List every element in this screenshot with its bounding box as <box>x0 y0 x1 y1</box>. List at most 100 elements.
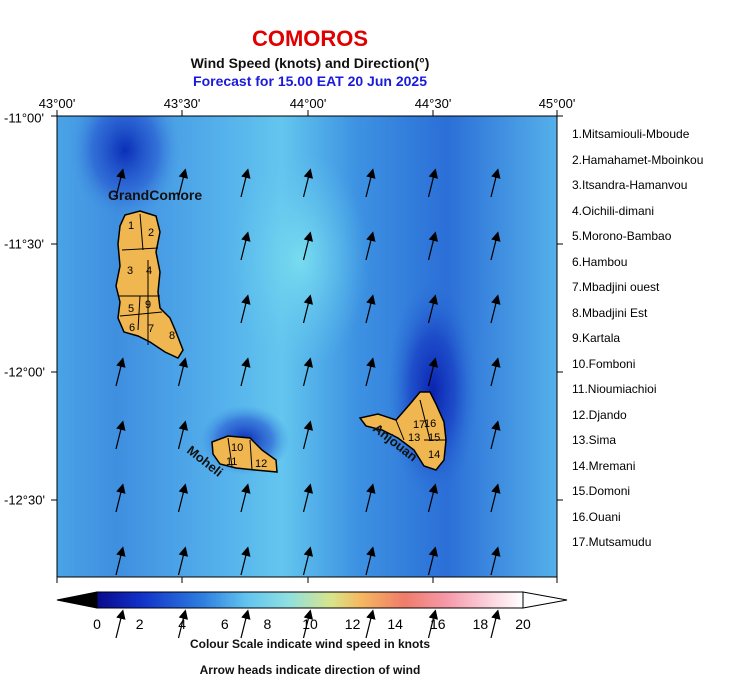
wind-arrow <box>490 546 501 576</box>
wind-arrow <box>115 609 126 639</box>
wind-arrow <box>365 231 376 261</box>
forecast-time: Forecast for 15.00 EAT 20 Jun 2025 <box>193 73 427 89</box>
wind-arrow <box>490 420 501 450</box>
wind-arrow <box>427 357 438 387</box>
lat-tick-label: -12°00' <box>4 364 45 380</box>
lon-tick-label: 43°00' <box>38 96 76 111</box>
wind-arrow <box>240 609 251 639</box>
region-list-item: 1.Mitsamiouli-Mboude <box>572 127 690 141</box>
wind-arrow <box>302 294 313 324</box>
region-list-item: 6.Hambou <box>572 254 628 269</box>
wind-arrow <box>490 357 501 387</box>
region-boundaries <box>119 213 446 471</box>
wind-arrow <box>427 483 438 513</box>
wind-arrow <box>240 168 251 198</box>
region-list-item: 10.Fomboni <box>572 356 636 371</box>
region-list-item: 5.Morono-Bambao <box>572 229 672 243</box>
wind-arrow <box>490 231 501 261</box>
region-list-item: 9.Kartala <box>572 331 621 345</box>
region-list-item: 13.Sima <box>572 433 617 447</box>
region-list-item: 17.Mutsamudu <box>572 535 652 549</box>
colorbar-tick-label: 2 <box>135 616 144 632</box>
colorbar-tick-label: 12 <box>344 616 361 632</box>
grand-comore-island <box>115 210 184 359</box>
map-title: COMOROS <box>251 26 369 51</box>
wind-arrow <box>302 609 313 639</box>
wind-arrow <box>115 483 126 513</box>
region-list-item: 4.Oichili-dimani <box>572 203 655 218</box>
region-list-item: 14.Mremani <box>572 458 636 473</box>
wind-arrow <box>302 420 313 450</box>
wind-arrow <box>365 546 376 576</box>
colorbar-tick-label: 20 <box>515 616 531 632</box>
colorbar-caption: Colour Scale indicate wind speed in knot… <box>189 637 431 651</box>
wind-arrow <box>490 294 501 324</box>
lon-tick-label: 43°30' <box>163 96 201 111</box>
wind-arrow <box>365 483 376 513</box>
wind-arrow <box>177 609 188 639</box>
wind-arrow <box>177 483 188 513</box>
wind-arrow <box>240 546 251 576</box>
wind-arrow <box>302 231 313 261</box>
wind-arrow <box>177 168 188 198</box>
colorbar-tick-label: 14 <box>387 616 403 632</box>
wind-arrow <box>240 294 251 324</box>
region-list-item: 7.Mbadjini ouest <box>572 280 660 294</box>
region-list-item: 15.Domoni <box>572 484 631 498</box>
colorbar-tick-label: 16 <box>430 616 446 632</box>
colorbar-tick-label: 18 <box>472 616 489 632</box>
region-list-item: 2.Hamahamet-Mboinkou <box>572 152 704 167</box>
region-list-item: 16.Ouani <box>572 509 621 524</box>
wind-arrow <box>115 168 126 198</box>
wind-arrow <box>177 357 188 387</box>
colorbar-tick-label: 6 <box>220 616 229 632</box>
axis-ticks <box>51 110 563 583</box>
colorbar <box>56 591 568 609</box>
wind-arrow <box>427 609 438 639</box>
wind-arrow <box>115 357 126 387</box>
wind-arrow <box>240 483 251 513</box>
wind-arrow <box>365 357 376 387</box>
wind-arrow <box>302 357 313 387</box>
wind-arrow <box>302 168 313 198</box>
region-list-item: 11.Nioumiachioi <box>572 382 657 396</box>
wind-arrows <box>115 168 501 639</box>
lat-tick-label: -11°30' <box>4 236 44 252</box>
wind-arrow <box>115 420 126 450</box>
map-frame <box>56 115 558 578</box>
wind-arrow <box>177 546 188 576</box>
moheli-island <box>211 435 278 473</box>
wind-arrow <box>427 231 438 261</box>
wind-arrow <box>427 168 438 198</box>
lon-tick-label: 44°00' <box>289 96 327 111</box>
arrow-caption: Arrow heads indicate direction of wind <box>199 663 421 677</box>
wind-arrow <box>490 609 501 639</box>
region-list: 1.Mitsamiouli-Mboude 2.Hamahamet-Mboinkou… <box>572 127 703 561</box>
wind-arrow <box>365 609 376 639</box>
wind-arrow <box>302 483 313 513</box>
lon-tick-label: 44°30' <box>414 96 452 111</box>
wind-arrow <box>240 357 251 387</box>
lon-tick-label: 45°00' <box>538 96 576 111</box>
colorbar-tick-label: 8 <box>263 616 272 632</box>
wind-arrow <box>302 546 313 576</box>
wind-arrow <box>427 294 438 324</box>
map-subtitle: Wind Speed (knots) and Direction(°) <box>190 55 430 71</box>
region-list-item: 12.Djando <box>572 407 627 422</box>
colorbar-tick-label: 0 <box>93 616 101 632</box>
wind-arrow <box>365 168 376 198</box>
region-list-item: 8.Mbadjini Est <box>572 305 648 320</box>
wind-arrow <box>115 546 126 576</box>
lat-tick-label: -12°30' <box>4 492 45 508</box>
wind-arrow <box>240 231 251 261</box>
wind-arrow <box>365 294 376 324</box>
region-list-item: 3.Itsandra-Hamanvou <box>572 178 688 192</box>
lat-tick-label: -11°00' <box>4 110 44 126</box>
wind-arrow <box>427 546 438 576</box>
wind-arrow <box>490 168 501 198</box>
colorbar-tick-label: 4 <box>178 616 187 632</box>
wind-arrow <box>177 420 188 450</box>
wind-arrow <box>490 483 501 513</box>
colorbar-tick-label: 10 <box>302 616 318 632</box>
